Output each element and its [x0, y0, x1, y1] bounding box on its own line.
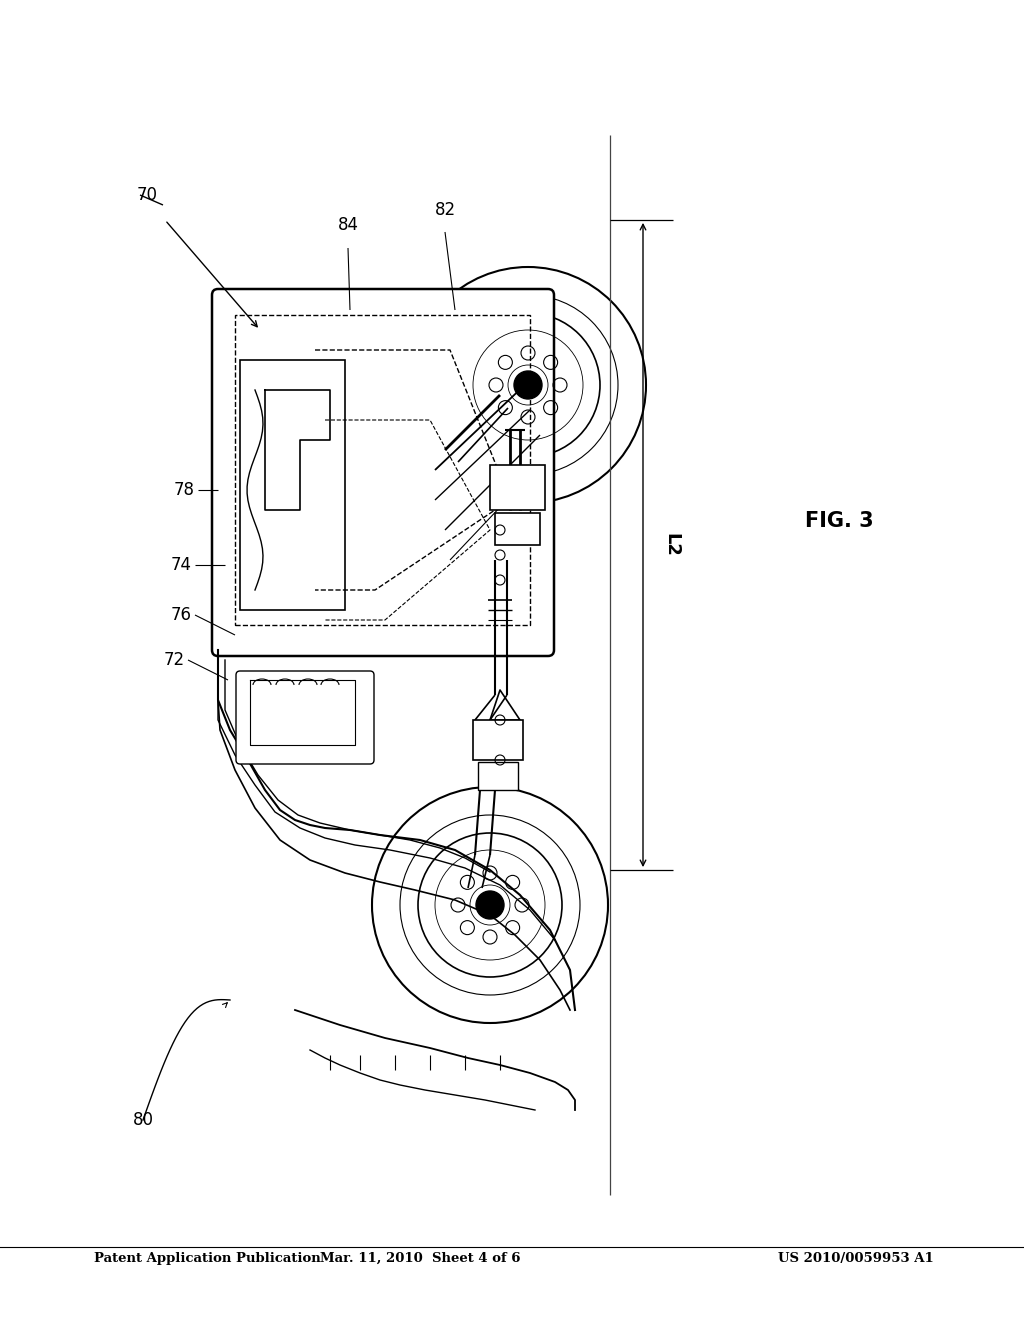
- Bar: [490, 465, 545, 510]
- Text: 82: 82: [434, 201, 456, 219]
- Bar: [473, 719, 523, 760]
- Bar: [240, 360, 345, 610]
- Bar: [495, 513, 540, 545]
- Text: L2: L2: [662, 533, 680, 557]
- Text: 74: 74: [171, 556, 193, 574]
- Text: 78: 78: [174, 480, 195, 499]
- Text: 84: 84: [338, 216, 358, 234]
- Text: 72: 72: [164, 651, 185, 669]
- FancyBboxPatch shape: [212, 289, 554, 656]
- FancyBboxPatch shape: [236, 671, 374, 764]
- Text: 76: 76: [171, 606, 193, 624]
- Bar: [478, 762, 518, 789]
- Bar: [234, 315, 530, 624]
- Circle shape: [476, 891, 504, 919]
- Text: 80: 80: [132, 1111, 154, 1129]
- Text: Patent Application Publication: Patent Application Publication: [94, 1253, 321, 1265]
- Text: US 2010/0059953 A1: US 2010/0059953 A1: [778, 1253, 934, 1265]
- Text: 70: 70: [136, 186, 158, 205]
- Text: Mar. 11, 2010  Sheet 4 of 6: Mar. 11, 2010 Sheet 4 of 6: [319, 1253, 520, 1265]
- Circle shape: [514, 371, 542, 399]
- Text: FIG. 3: FIG. 3: [805, 511, 874, 532]
